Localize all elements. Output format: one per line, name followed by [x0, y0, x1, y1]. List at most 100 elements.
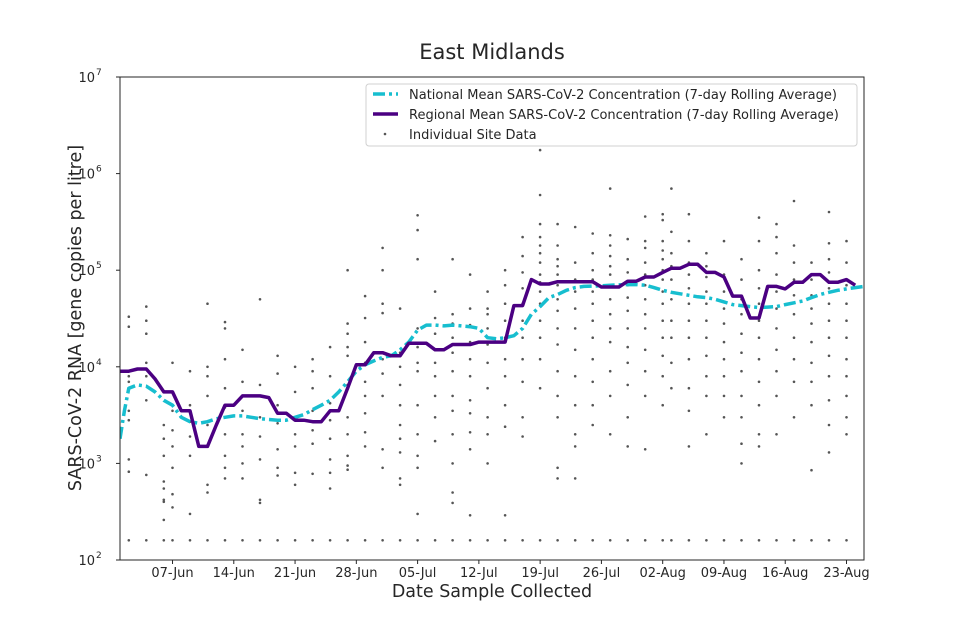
site-data-point: [608, 394, 612, 398]
site-data-point: [503, 302, 507, 306]
site-data-point: [538, 290, 542, 293]
site-data-point: [162, 454, 166, 458]
site-data-point: [556, 257, 559, 261]
site-data-point: [845, 319, 848, 323]
site-data-point: [591, 380, 594, 384]
site-data-point: [223, 386, 227, 390]
site-data-point: [241, 380, 244, 384]
site-data-point: [433, 416, 437, 419]
chart-title: East Midlands: [419, 40, 565, 64]
site-data-point: [171, 466, 174, 470]
site-data-point: [556, 343, 559, 346]
site-data-point: [171, 429, 174, 432]
site-data-point: [521, 319, 524, 323]
site-data-point: [346, 332, 349, 336]
site-data-point: [573, 539, 577, 542]
site-data-point: [556, 477, 559, 480]
site-data-point: [757, 380, 761, 384]
site-data-point: [687, 539, 691, 542]
x-tick-label: 21-Jun: [274, 566, 316, 581]
site-data-point: [775, 394, 778, 398]
site-data-point: [188, 454, 192, 458]
legend-box: [365, 83, 858, 147]
site-data-point: [705, 319, 708, 323]
x-tick-label: 14-Jun: [213, 566, 255, 581]
site-data-point: [661, 218, 664, 222]
site-data-point: [416, 214, 419, 217]
site-data-point: [661, 319, 664, 323]
site-data-point: [127, 418, 131, 422]
site-data-point: [346, 354, 349, 358]
site-data-point: [705, 433, 708, 436]
site-data-point: [608, 234, 612, 237]
site-data-point: [608, 273, 612, 276]
site-data-point: [705, 290, 708, 293]
site-data-point: [145, 399, 148, 402]
site-data-point: [687, 302, 691, 306]
site-data-point: [538, 244, 542, 247]
site-data-point: [503, 514, 507, 517]
site-data-point: [591, 268, 594, 272]
site-data-point: [416, 454, 419, 458]
site-data-point: [643, 246, 647, 250]
site-data-point: [810, 380, 813, 384]
site-data-point: [722, 539, 726, 542]
site-data-point: [757, 216, 761, 219]
site-data-point: [757, 357, 761, 361]
site-data-point: [363, 431, 367, 434]
site-data-point: [416, 345, 419, 349]
site-data-point: [521, 336, 524, 340]
site-data-point: [486, 327, 489, 330]
site-data-point: [722, 357, 726, 361]
y-tick-label: 10: [78, 361, 95, 376]
site-data-point: [687, 319, 691, 323]
site-data-point: [258, 298, 262, 301]
site-data-point: [127, 458, 131, 461]
site-data-point: [608, 433, 612, 436]
y-tick-exponent: 5: [96, 261, 102, 271]
site-data-point: [661, 257, 664, 261]
site-data-point: [363, 380, 367, 384]
site-data-point: [416, 539, 419, 542]
site-data-point: [328, 345, 332, 349]
site-data-point: [258, 435, 262, 438]
site-data-point: [521, 416, 524, 419]
site-data-point: [416, 433, 419, 436]
site-data-point: [503, 283, 507, 287]
site-data-point: [705, 275, 708, 279]
site-data-point: [661, 278, 664, 281]
site-data-point: [643, 348, 647, 352]
site-data-point: [486, 361, 489, 365]
site-data-point: [521, 380, 524, 384]
site-data-point: [398, 437, 402, 441]
site-data-point: [145, 473, 148, 477]
site-data-point: [538, 539, 542, 542]
site-data-point: [810, 340, 813, 344]
site-data-point: [416, 327, 419, 330]
site-data-point: [433, 316, 437, 320]
site-data-point: [643, 261, 647, 264]
site-data-point: [626, 271, 629, 274]
site-data-point: [451, 394, 454, 398]
site-data-point: [206, 302, 209, 306]
site-data-point: [538, 148, 542, 152]
site-data-point: [521, 254, 524, 258]
site-data-point: [626, 296, 629, 299]
site-data-point: [486, 386, 489, 390]
site-data-point: [792, 416, 796, 419]
site-data-point: [792, 199, 796, 203]
site-data-point: [258, 501, 262, 505]
site-data-point: [626, 539, 629, 542]
site-data-point: [810, 278, 813, 281]
site-data-point: [556, 327, 559, 330]
site-data-point: [171, 506, 174, 509]
site-data-point: [162, 487, 166, 490]
site-data-point: [608, 369, 612, 373]
site-data-point: [845, 539, 848, 542]
site-data-point: [398, 403, 402, 407]
site-data-point: [451, 462, 454, 465]
site-data-point: [740, 257, 743, 261]
site-data-point: [223, 466, 227, 470]
site-data-point: [162, 437, 166, 441]
site-data-point: [538, 235, 542, 239]
